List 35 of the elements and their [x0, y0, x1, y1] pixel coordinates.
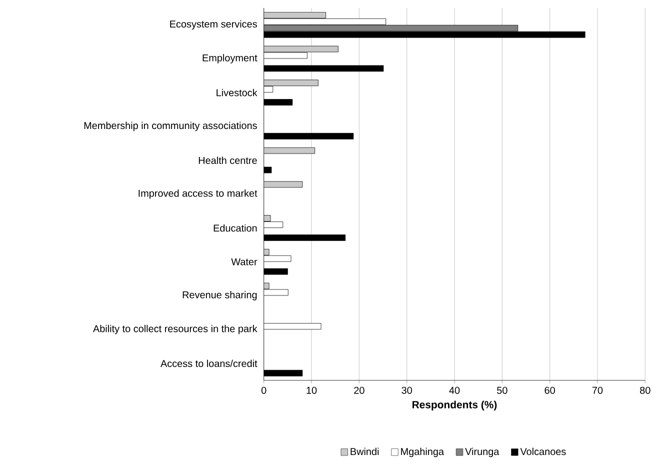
y-tick-label: Access to loans/credit [160, 360, 258, 368]
bar [264, 323, 322, 330]
y-tick-label: Water [231, 258, 258, 266]
x-tick-label: 70 [592, 386, 603, 394]
y-tick-label: Improved access to market [138, 190, 258, 199]
y-tick-label: Livestock [216, 88, 258, 96]
y-tick-label: Membership in community associations [84, 122, 257, 132]
bar [264, 181, 303, 188]
x-axis-title: Respondents (%) [412, 400, 497, 410]
legend-label: Mgahinga [401, 448, 444, 458]
legend-label: Virunga [465, 448, 500, 458]
x-tick-label: 40 [449, 386, 460, 394]
y-tick-label: Education [214, 224, 257, 232]
x-tick-label: 0 [261, 386, 266, 394]
bar [264, 166, 272, 174]
legend-label: Volcanoes [520, 448, 566, 456]
x-tick-label: 30 [402, 386, 412, 394]
bar [264, 133, 354, 140]
x-tick-label: 20 [354, 386, 364, 394]
bar [264, 99, 293, 106]
x-tick-label: 80 [640, 386, 650, 394]
x-tick-label: 50 [497, 386, 508, 394]
legend-label: Bwindi [350, 448, 379, 456]
bar [264, 370, 303, 376]
y-tick-label: Health centre [198, 156, 257, 164]
bar [264, 234, 346, 241]
bar [264, 147, 316, 154]
x-tick-label: 10 [306, 386, 317, 394]
y-tick-label: Ecosystem services [170, 20, 257, 30]
bar [264, 65, 384, 72]
y-tick-label: Ability to collect resources in the park [93, 324, 258, 334]
bar [264, 268, 288, 275]
y-tick-label: Revenue sharing [182, 291, 257, 300]
y-tick-label: Employment [202, 54, 258, 64]
x-tick-label: 60 [544, 386, 555, 394]
